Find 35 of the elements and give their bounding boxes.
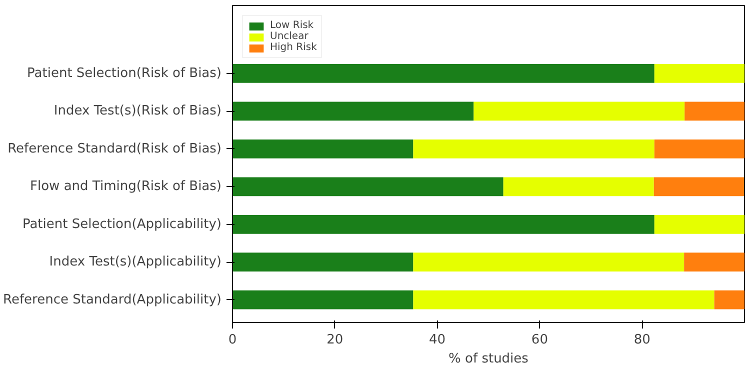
y-tick-label: Index Test(s)(Risk of Bias) — [54, 104, 222, 119]
bar — [232, 139, 414, 158]
bar — [684, 252, 744, 272]
bar — [654, 177, 744, 196]
bar — [474, 102, 685, 121]
x-tick-label: 80 — [634, 332, 650, 348]
bar — [714, 290, 744, 310]
bar — [232, 177, 504, 196]
bar — [232, 214, 654, 234]
legend-label: Low Risk — [270, 20, 314, 31]
x-tick-label: 60 — [531, 332, 548, 348]
legend-label: High Risk — [270, 42, 317, 53]
y-tick-label: Index Test(s)(Applicability) — [49, 254, 222, 270]
bar — [654, 64, 744, 83]
y-tick-label: Patient Selection(Applicability) — [22, 216, 222, 232]
legend-label: Unclear — [270, 31, 308, 42]
y-tick-label: Reference Standard(Risk of Bias) — [8, 141, 222, 156]
y-tick-label: Patient Selection(Risk of Bias) — [27, 66, 222, 81]
x-axis-title: % of studies — [448, 352, 529, 366]
bar — [654, 214, 744, 234]
bar — [413, 252, 684, 272]
y-tick-label: Flow and Timing(Risk of Bias) — [30, 179, 222, 194]
y-tick-label: Reference Standard(Applicability) — [3, 292, 222, 308]
bar — [413, 139, 654, 158]
bar — [413, 290, 714, 310]
bar — [503, 177, 654, 196]
bar — [232, 252, 414, 272]
bar — [654, 139, 744, 158]
bar — [232, 102, 474, 121]
bar — [232, 290, 414, 310]
bar — [684, 102, 744, 121]
x-tick-label: 40 — [429, 332, 446, 348]
x-tick-label: 0 — [228, 332, 237, 348]
bar — [232, 64, 654, 83]
x-tick-label: 20 — [326, 332, 344, 348]
